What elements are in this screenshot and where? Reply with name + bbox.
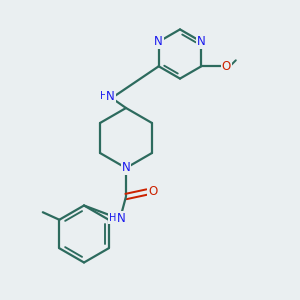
Text: O: O	[148, 185, 158, 199]
Text: N: N	[122, 161, 130, 175]
Text: N: N	[116, 212, 125, 225]
Text: N: N	[106, 90, 115, 104]
Text: N: N	[154, 35, 163, 48]
Text: N: N	[197, 35, 206, 48]
Text: H: H	[100, 91, 107, 101]
Text: H: H	[109, 213, 116, 223]
Text: O: O	[222, 60, 231, 73]
